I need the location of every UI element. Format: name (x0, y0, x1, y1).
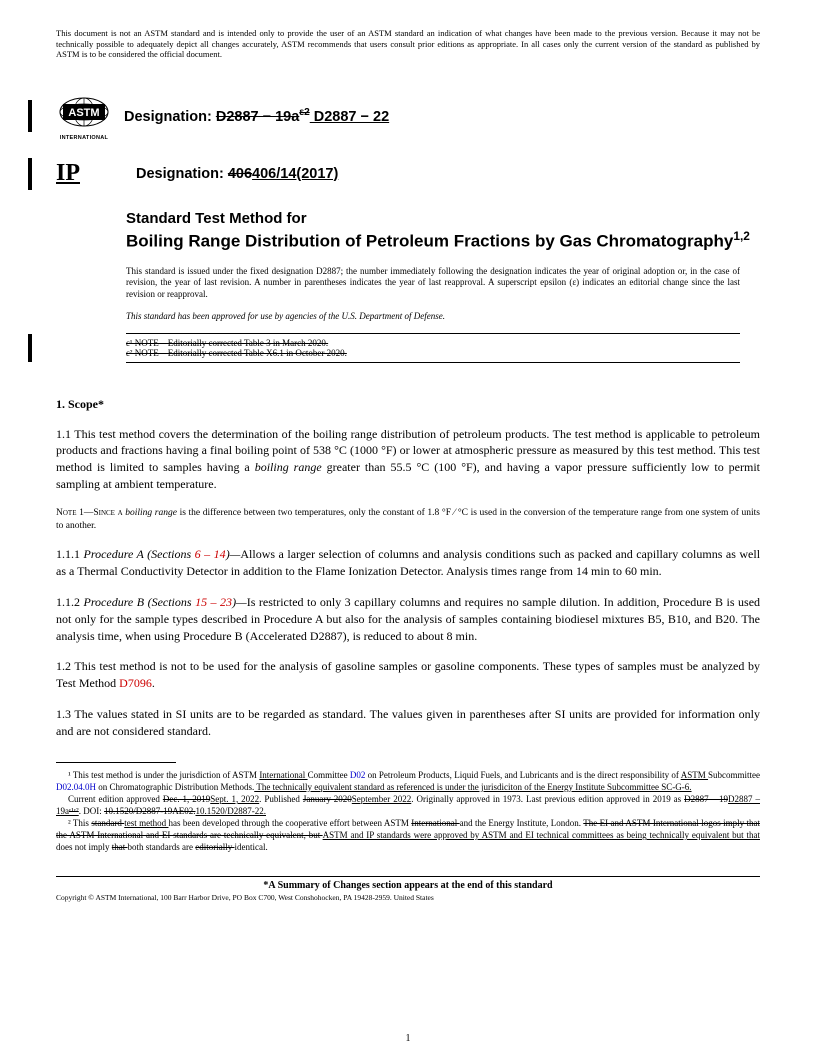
svg-text:ASTM: ASTM (68, 107, 99, 119)
copyright-line: Copyright © ASTM International, 100 Barr… (56, 893, 760, 902)
astm-logo: ASTM INTERNATIONAL (56, 88, 112, 144)
dod-note: This standard has been approved for use … (126, 311, 740, 323)
summary-note: *A Summary of Changes section appears at… (56, 880, 760, 891)
para-1-2: 1.2 This test method is not to be used f… (56, 658, 760, 692)
para-1-1-2: 1.1.2 Procedure B (Sections 15 – 23)—Is … (56, 594, 760, 644)
issuance-note: This standard is issued under the fixed … (126, 266, 740, 301)
footnote-1-cont: Current edition approved Dec. 1, 2019Sep… (56, 793, 760, 817)
bottom-rule (56, 876, 760, 877)
para-1-1-1: 1.1.1 Procedure A (Sections 6 – 14)—Allo… (56, 546, 760, 580)
astm-designation-row: ASTM INTERNATIONAL Designation: D2887 − … (56, 88, 760, 144)
epsilon-note-1: ε¹ NOTE—Editorially corrected Table 3 in… (126, 338, 740, 348)
footnote-1: ¹ This test method is under the jurisdic… (56, 769, 760, 793)
committee-link[interactable]: D02 (350, 770, 366, 780)
epsilon-note-2: ε² NOTE—Editorially corrected Table X6.1… (126, 348, 740, 358)
subcommittee-link[interactable]: D02.04.0H (56, 782, 96, 792)
footnote-separator (56, 762, 176, 763)
section-link[interactable]: 6 – 14 (195, 547, 226, 561)
astm-designation: Designation: D2887 − 19aε2 D2887 − 22 (124, 107, 389, 125)
astm-intl-label: INTERNATIONAL (60, 135, 108, 141)
scope-heading: 1. Scope* (56, 397, 760, 412)
epsilon-notes: ε¹ NOTE—Editorially corrected Table 3 in… (126, 333, 740, 363)
method-link[interactable]: D7096 (119, 676, 152, 690)
section-link[interactable]: 15 – 23 (195, 595, 232, 609)
para-1-3: 1.3 The values stated in SI units are to… (56, 706, 760, 740)
note-1: Note 1—Since a boiling range is the diff… (56, 507, 760, 533)
title-pretext: Standard Test Method for (126, 210, 760, 227)
change-bar-icon (28, 158, 32, 190)
title-main: Boiling Range Distribution of Petroleum … (126, 229, 760, 252)
ip-designation-row: IP Designation: 406406/14(2017) (56, 158, 760, 190)
change-bar-icon (28, 334, 32, 362)
para-1-1: 1.1 This test method covers the determin… (56, 426, 760, 493)
ip-logo: IP (56, 158, 100, 190)
footnote-2: ² This standard test method has been dev… (56, 817, 760, 853)
top-disclaimer: This document is not an ASTM standard an… (56, 28, 760, 60)
ip-designation: Designation: 406406/14(2017) (136, 166, 338, 182)
change-bar-icon (28, 100, 32, 132)
page-number: 1 (406, 1033, 411, 1044)
title-block: Standard Test Method for Boiling Range D… (126, 210, 760, 252)
